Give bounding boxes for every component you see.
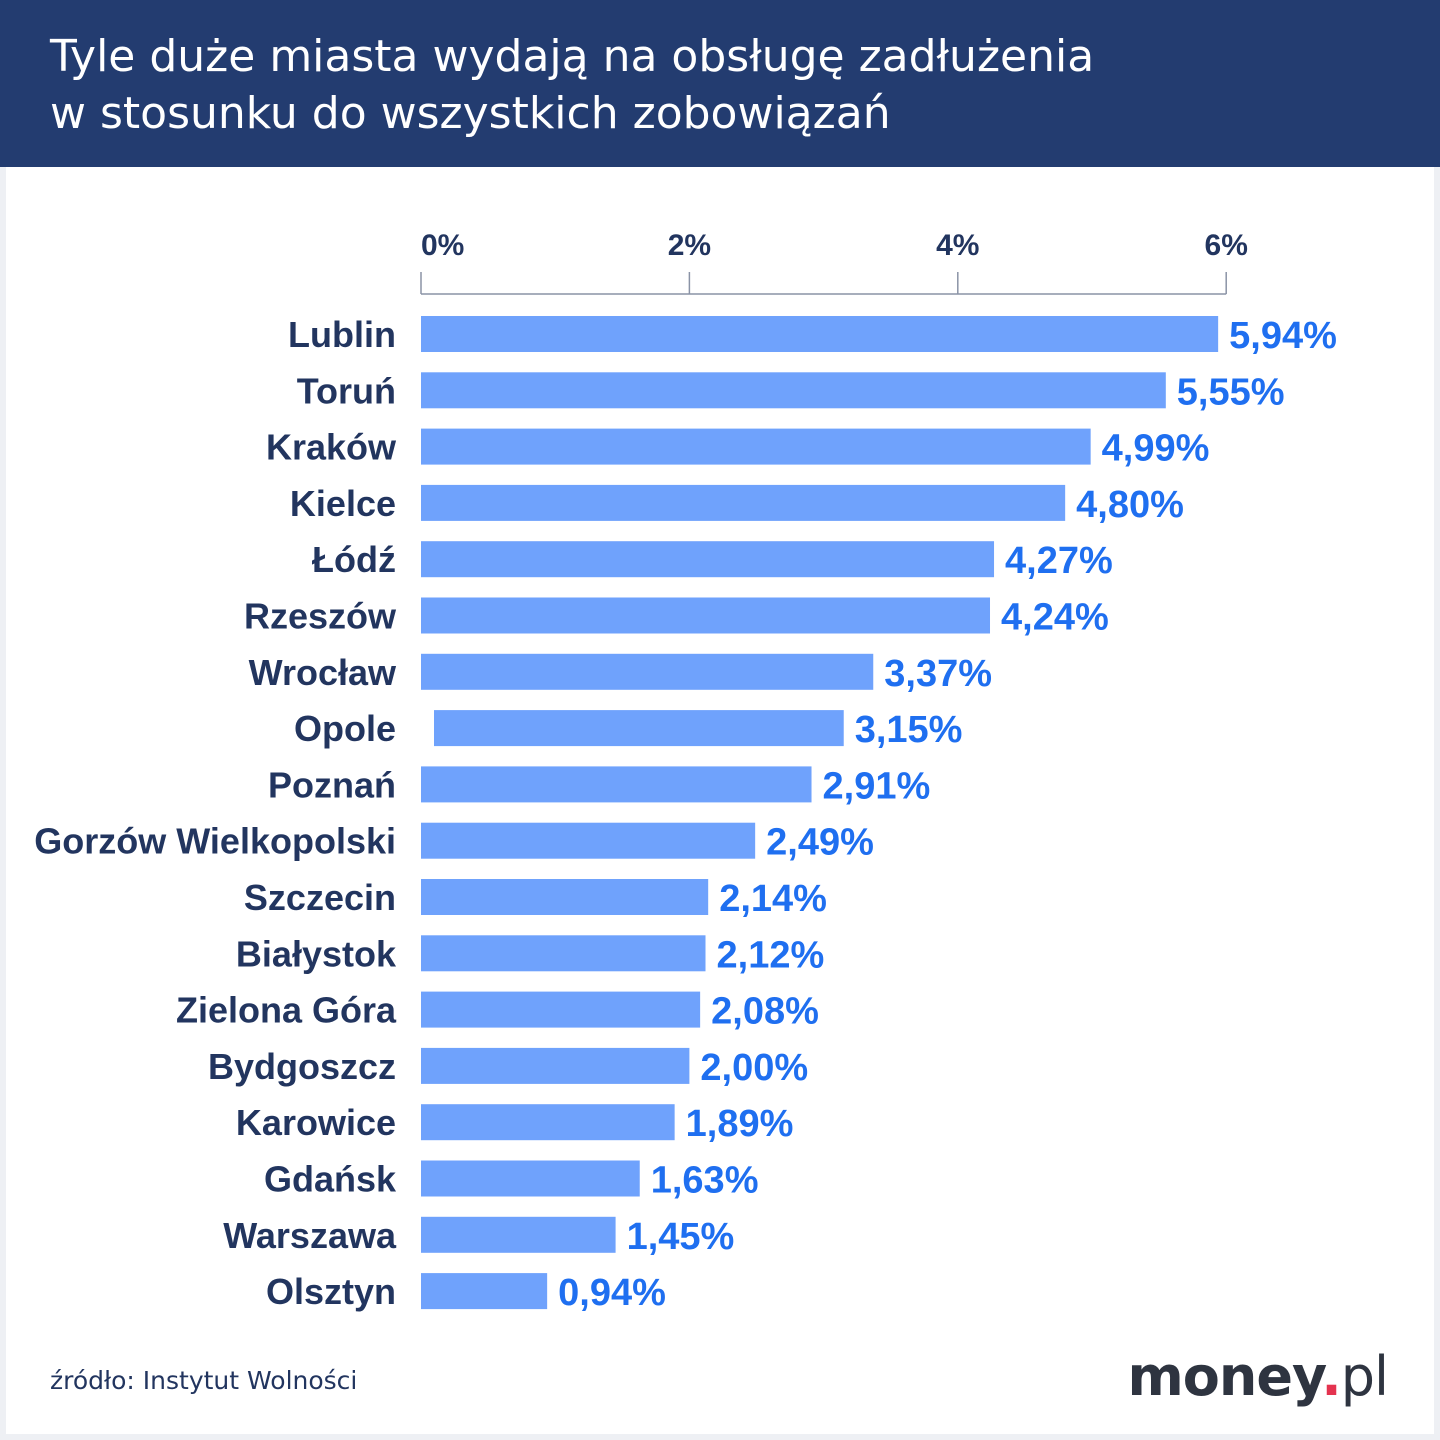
category-label: Białystok: [236, 933, 397, 974]
value-label: 2,12%: [717, 934, 825, 976]
value-label: 2,08%: [711, 991, 819, 1033]
value-label: 2,91%: [823, 765, 931, 807]
value-label: 2,14%: [719, 878, 827, 920]
value-label: 4,24%: [1001, 597, 1109, 639]
x-axis: 0% 2% 4% 6%: [420, 229, 1248, 295]
bar: [421, 372, 1166, 409]
category-label: Kielce: [290, 483, 396, 524]
bar: [421, 1160, 640, 1197]
value-label: 3,15%: [855, 709, 963, 751]
bar: [421, 1104, 675, 1141]
bar: [421, 316, 1219, 352]
bar: [421, 1047, 690, 1084]
bar: [421, 766, 812, 803]
chart-header: Tyle duże miasta wydają na obsługę zadłu…: [0, 0, 1440, 167]
value-label: 1,45%: [627, 1216, 735, 1258]
category-label: Warszawa: [223, 1215, 397, 1256]
bar: [421, 428, 1091, 465]
value-label: 2,49%: [766, 822, 874, 864]
value-label: 1,63%: [651, 1160, 759, 1202]
category-label: Toruń: [297, 370, 396, 411]
value-label: 5,94%: [1229, 315, 1337, 357]
category-label: Bydgoszcz: [208, 1046, 396, 1087]
value-label: 5,55%: [1177, 371, 1285, 413]
logo-main: money: [1127, 1345, 1323, 1408]
chart-frame: [0, 167, 1440, 1440]
logo-dot: .: [1321, 1345, 1341, 1408]
value-label: 4,27%: [1005, 540, 1113, 582]
value-label: 4,80%: [1076, 484, 1184, 526]
value-label: 4,99%: [1102, 428, 1210, 470]
category-label: Karowice: [236, 1102, 396, 1143]
chart-title-line-1: Tyle duże miasta wydają na obsługę zadłu…: [50, 31, 1095, 82]
bar: [421, 597, 991, 634]
x-tick-label: 6%: [1205, 229, 1248, 262]
value-label: 0,94%: [558, 1272, 666, 1314]
chart-title-line-2: w stosunku do wszystkich zobowiązań: [50, 88, 891, 139]
category-label: Łódź: [312, 539, 396, 580]
money-pl-logo: money.pl: [1127, 1345, 1389, 1408]
category-label: Olsztyn: [266, 1271, 396, 1312]
bar: [421, 541, 995, 578]
category-label: Szczecin: [244, 877, 396, 918]
source-note: źródło: Instytut Wolności: [50, 1366, 358, 1395]
category-label: Gdańsk: [264, 1159, 397, 1200]
bar: [421, 991, 701, 1028]
category-label: Lublin: [288, 314, 396, 355]
category-label: Kraków: [266, 427, 397, 468]
x-tick-label: 4%: [936, 229, 979, 262]
category-label: Rzeszów: [244, 596, 397, 637]
x-tick-label: 2%: [668, 229, 711, 262]
category-label: Opole: [294, 708, 396, 749]
logo-tld: pl: [1340, 1345, 1389, 1408]
bars: Lublin 5,94% Toruń 5,55% Kraków 4,99% Kielce 4,…: [34, 314, 1337, 1314]
value-label: 3,37%: [884, 653, 992, 695]
bar: [421, 935, 706, 972]
category-label: Zielona Góra: [176, 990, 397, 1031]
category-label: Gorzów Wielkopolski: [34, 821, 396, 862]
bar: [421, 1216, 616, 1253]
x-tick-label: 0%: [421, 229, 464, 262]
category-label: Poznań: [268, 764, 396, 805]
bar: [434, 710, 844, 747]
bar: [421, 879, 709, 915]
bar: [421, 1273, 548, 1310]
bar: [421, 653, 874, 690]
value-label: 1,89%: [686, 1103, 794, 1145]
bar: [421, 484, 1066, 521]
bar: [421, 822, 756, 859]
value-label: 2,00%: [700, 1047, 808, 1089]
category-label: Wrocław: [249, 652, 397, 693]
